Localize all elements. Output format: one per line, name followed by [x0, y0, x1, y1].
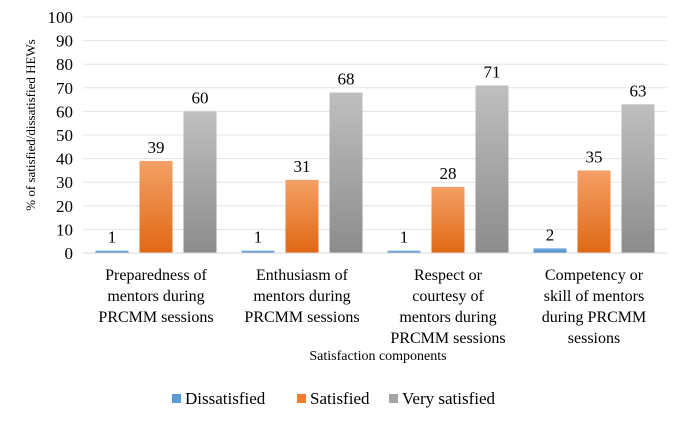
legend-swatch: [172, 394, 181, 403]
bar-satisfied: [431, 186, 465, 253]
y-tick-label: 50: [56, 126, 73, 145]
bar-very-satisfied: [329, 92, 363, 254]
legend: Dissatisfied Satisfied Very satisfied: [172, 389, 496, 408]
bar-very-satisfied: [183, 111, 217, 254]
category-label: mentors during: [253, 288, 350, 305]
data-label: 28: [440, 164, 457, 183]
y-tick-label: 100: [48, 8, 74, 27]
category-label: sessions: [568, 330, 620, 347]
y-tick-label: 0: [65, 244, 74, 263]
y-tick-label: 80: [56, 55, 73, 74]
bar-satisfied: [285, 179, 319, 253]
legend-swatch: [297, 394, 306, 403]
legend-label: Satisfied: [310, 389, 370, 408]
bars: [95, 85, 655, 254]
x-axis-title: Satisfaction components: [309, 349, 446, 364]
gridlines: [83, 16, 667, 230]
legend-label: Dissatisfied: [185, 389, 266, 408]
data-label: 68: [338, 70, 355, 89]
bar-very-satisfied: [475, 85, 509, 253]
legend-swatch: [389, 394, 398, 403]
category-label: mentors during: [399, 309, 496, 326]
category-label: Preparedness of: [105, 267, 207, 284]
bar-dissatisfied: [533, 248, 567, 253]
category-label: Respect or: [414, 267, 483, 284]
y-tick-label: 30: [56, 173, 73, 192]
y-tick-label: 10: [56, 220, 73, 239]
data-label: 1: [400, 228, 409, 247]
y-axis-ticks: 0 10 20 30 40 50 60 70 80 90 100: [48, 8, 74, 263]
y-tick-label: 60: [56, 102, 73, 121]
data-label: 31: [294, 157, 311, 176]
x-axis-categories: Preparedness of mentors during PRCMM sessi…: [98, 267, 646, 347]
bar-dissatisfied: [95, 250, 129, 253]
category-label: during PRCMM: [542, 309, 646, 326]
data-label: 1: [108, 228, 117, 247]
category-label: PRCMM sessions: [390, 330, 505, 347]
data-labels: 1 39 60 1 31 68 1 28 71 2 35 63: [108, 62, 647, 246]
data-label: 2: [546, 225, 555, 244]
bar-dissatisfied: [241, 250, 275, 253]
data-label: 60: [192, 88, 209, 107]
y-axis-title: % of satisfied/dissatisfied HEWs: [23, 39, 38, 211]
category-label: Enthusiasm of: [256, 267, 349, 284]
category-label: skill of mentors: [544, 288, 644, 305]
category-label: mentors during: [107, 288, 204, 305]
category-label: Competency or: [545, 267, 644, 284]
y-tick-label: 90: [56, 32, 73, 51]
y-tick-label: 70: [56, 79, 73, 98]
legend-label: Very satisfied: [402, 389, 496, 408]
y-tick-label: 20: [56, 197, 73, 216]
bar-satisfied: [139, 160, 173, 253]
category-label: courtesy of: [412, 288, 484, 305]
bar-dissatisfied: [387, 250, 421, 253]
data-label: 35: [586, 147, 603, 166]
data-label: 1: [254, 228, 263, 247]
data-label: 71: [484, 62, 501, 81]
data-label: 63: [630, 81, 647, 100]
bar-satisfied: [577, 170, 611, 253]
bar-very-satisfied: [621, 104, 655, 253]
category-label: PRCMM sessions: [98, 309, 213, 326]
y-tick-label: 40: [56, 150, 73, 169]
data-label: 39: [148, 138, 165, 157]
category-label: PRCMM sessions: [244, 309, 359, 326]
